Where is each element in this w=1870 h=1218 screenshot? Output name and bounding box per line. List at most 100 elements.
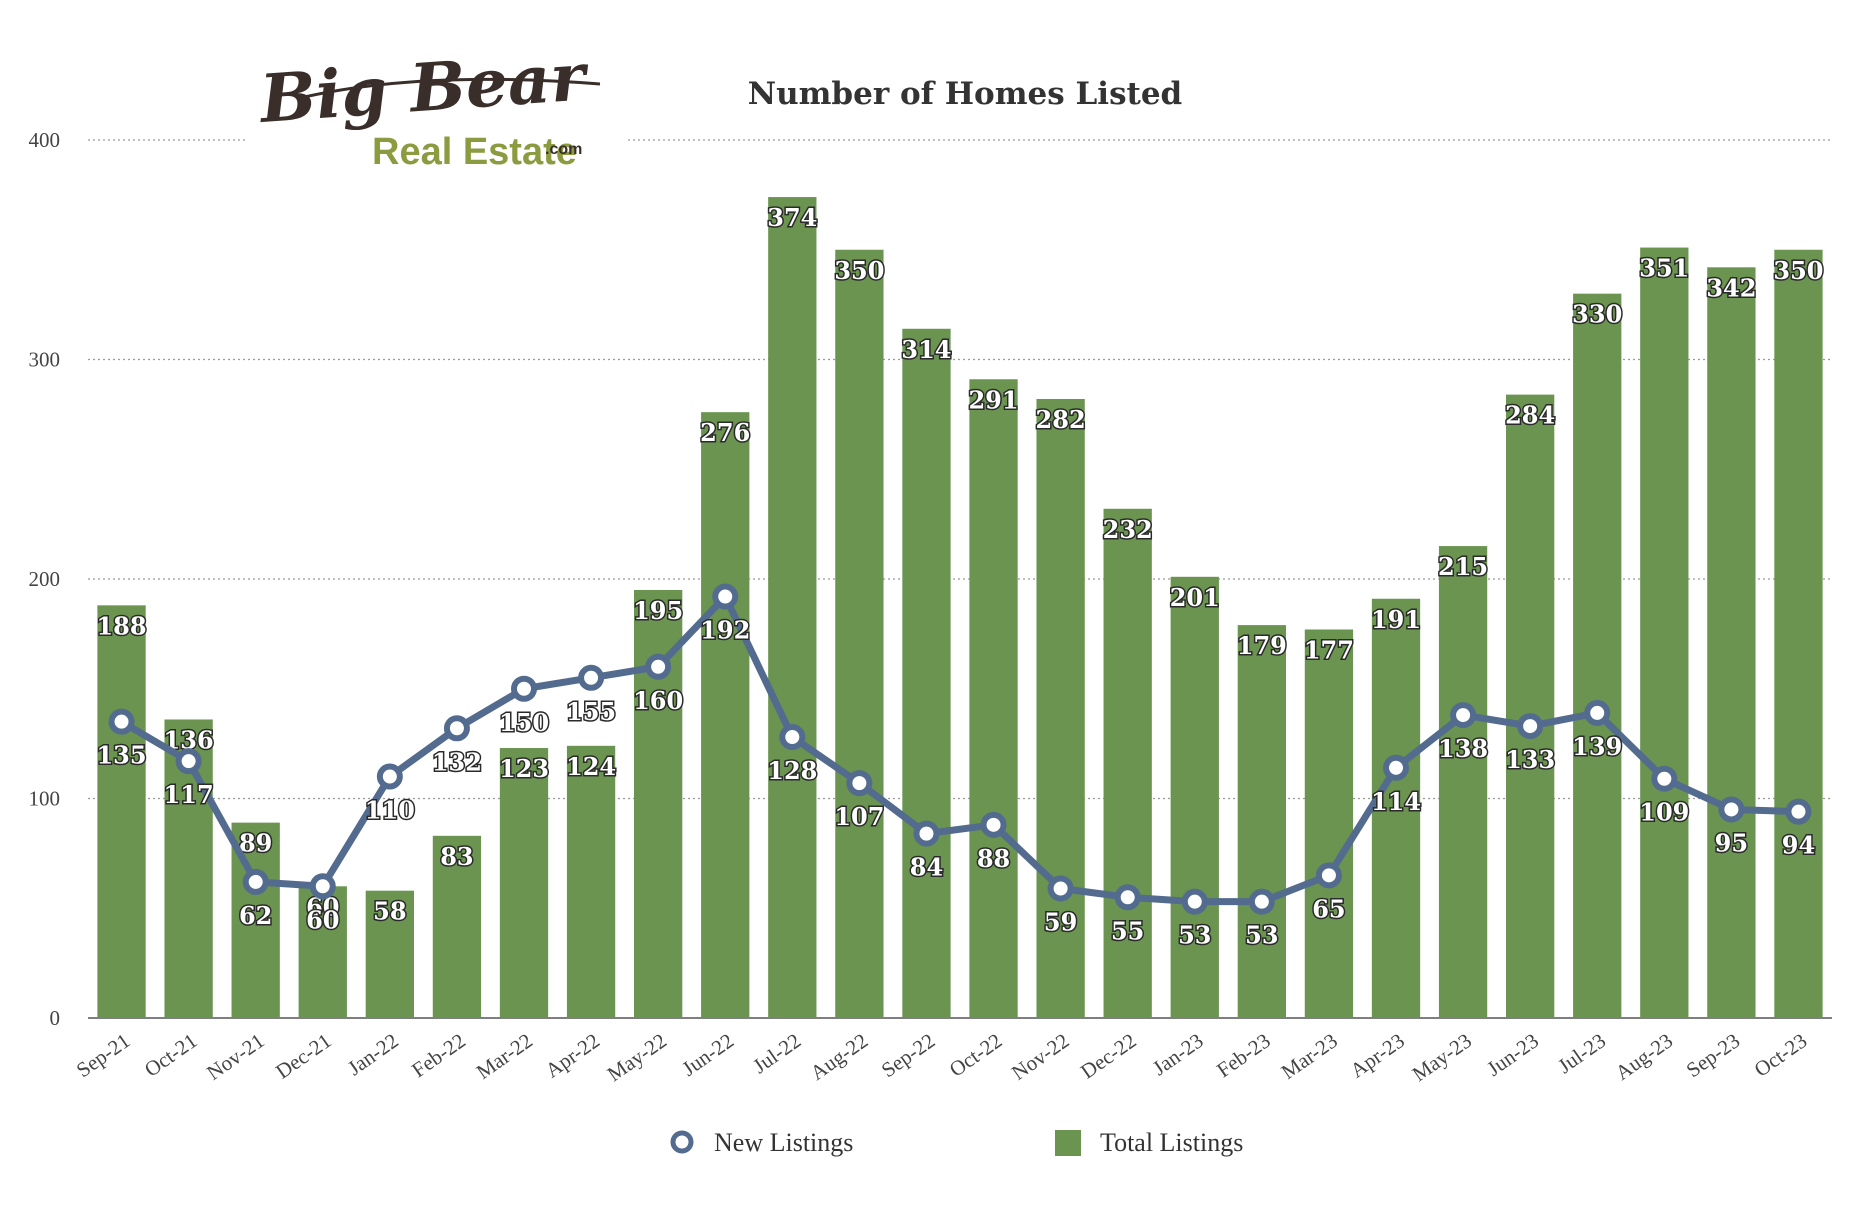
point-label-Sep-23: 95 bbox=[1715, 828, 1748, 857]
bar-Feb-22 bbox=[432, 835, 482, 1018]
point-label-Nov-21: 62 bbox=[239, 901, 272, 930]
point-Dec-21 bbox=[309, 873, 336, 900]
bar-Jul-23 bbox=[1573, 293, 1622, 1018]
point-Sep-23 bbox=[1718, 796, 1745, 823]
logo: Big Bear Real Estate .com bbox=[245, 37, 625, 180]
bar-label-May-22: 195 bbox=[633, 596, 683, 625]
point-May-23 bbox=[1450, 702, 1477, 729]
point-label-Jan-23: 53 bbox=[1178, 921, 1211, 950]
point-Mar-23 bbox=[1315, 862, 1342, 889]
point-Feb-23 bbox=[1248, 888, 1275, 915]
point-Apr-23 bbox=[1383, 754, 1409, 781]
bar-label-Jun-23: 284 bbox=[1505, 401, 1555, 430]
x-tick-label-May-22: May-22 bbox=[603, 1028, 671, 1086]
bar-Nov-22 bbox=[1036, 399, 1085, 1018]
x-tick-label-Sep-23: Sep-23 bbox=[1682, 1028, 1745, 1082]
x-tick-label-Sep-22: Sep-22 bbox=[877, 1028, 940, 1082]
x-tick-label-Apr-23: Apr-23 bbox=[1346, 1028, 1409, 1082]
bar-Mar-23 bbox=[1304, 629, 1354, 1018]
point-label-Jul-22: 128 bbox=[767, 756, 817, 785]
bar-label-Feb-23: 179 bbox=[1237, 631, 1287, 660]
point-Sep-21 bbox=[108, 708, 135, 735]
legend: New Listings Total Listings bbox=[670, 1128, 1243, 1157]
point-Aug-23 bbox=[1651, 765, 1678, 792]
bar-label-Nov-21: 89 bbox=[239, 829, 272, 858]
x-tick-label-Oct-22: Oct-22 bbox=[945, 1028, 1007, 1081]
legend-marker-new-listings bbox=[670, 1130, 694, 1154]
bar-Sep-21 bbox=[97, 605, 146, 1018]
gridlines bbox=[88, 139, 1832, 800]
bar-label-Apr-23: 191 bbox=[1371, 605, 1421, 634]
bar-label-Sep-23: 342 bbox=[1706, 273, 1756, 302]
point-label-May-22: 160 bbox=[633, 686, 683, 715]
point-Jan-22 bbox=[376, 763, 403, 790]
bar-label-Oct-22: 291 bbox=[968, 385, 1018, 414]
line-data-labels: 135 117 62 60 110 132 150 155 160 192 128 107 84 88 59… bbox=[95, 614, 1817, 951]
bar-Jun-23 bbox=[1506, 394, 1555, 1018]
point-label-Feb-22: 132 bbox=[432, 747, 482, 776]
point-Sep-22 bbox=[913, 820, 940, 847]
bar-Jun-22 bbox=[701, 412, 750, 1018]
bar-label-Jun-22: 276 bbox=[700, 418, 750, 447]
point-Oct-22 bbox=[980, 811, 1007, 838]
point-Mar-22 bbox=[511, 675, 537, 702]
point-label-Apr-23: 114 bbox=[1371, 787, 1421, 816]
point-label-Aug-22: 107 bbox=[834, 802, 884, 831]
bar-Oct-23 bbox=[1774, 249, 1823, 1018]
bar-Jan-23 bbox=[1170, 576, 1219, 1018]
point-label-Oct-21: 117 bbox=[164, 780, 214, 809]
point-Nov-21 bbox=[242, 868, 269, 895]
bar-Aug-23 bbox=[1640, 247, 1689, 1018]
bar-label-Jul-22: 374 bbox=[767, 203, 817, 232]
x-tick-label-Dec-21: Dec-21 bbox=[271, 1028, 335, 1083]
point-Jun-23 bbox=[1517, 713, 1544, 740]
point-May-22 bbox=[645, 653, 672, 680]
x-tick-label-Mar-23: Mar-23 bbox=[1277, 1028, 1342, 1084]
x-tick-label-Jun-22: Jun-22 bbox=[678, 1028, 739, 1080]
point-label-Dec-22: 55 bbox=[1111, 916, 1144, 945]
legend-label-new-listings: New Listings bbox=[714, 1128, 853, 1157]
bar-label-Jul-23: 330 bbox=[1572, 300, 1622, 329]
point-Dec-22 bbox=[1114, 884, 1141, 911]
point-label-Feb-23: 53 bbox=[1245, 921, 1278, 950]
point-label-Jan-22: 110 bbox=[365, 796, 415, 825]
x-tick-label-Apr-22: Apr-22 bbox=[541, 1028, 604, 1082]
point-Aug-22 bbox=[846, 770, 873, 797]
point-Oct-21 bbox=[175, 748, 202, 775]
point-label-Sep-21: 135 bbox=[96, 741, 146, 770]
bar-label-Apr-22: 124 bbox=[566, 752, 616, 781]
y-tick-label-200: 200 bbox=[29, 567, 61, 591]
bar-Jul-22 bbox=[768, 197, 817, 1018]
x-tick-label-Dec-22: Dec-22 bbox=[1076, 1028, 1140, 1083]
x-tick-label-Feb-22: Feb-22 bbox=[407, 1028, 470, 1082]
x-tick-label-May-23: May-23 bbox=[1408, 1028, 1476, 1086]
point-label-Nov-22: 59 bbox=[1044, 907, 1077, 936]
y-tick-label-100: 100 bbox=[29, 787, 61, 811]
point-label-May-23: 138 bbox=[1438, 734, 1488, 763]
bar-Aug-22 bbox=[835, 249, 884, 1018]
bar-Feb-23 bbox=[1237, 625, 1286, 1018]
bar-label-Sep-22: 314 bbox=[901, 335, 951, 364]
bar-label-Nov-22: 282 bbox=[1036, 405, 1086, 434]
point-Apr-22 bbox=[578, 664, 605, 691]
bar-label-Jan-22: 58 bbox=[373, 897, 406, 926]
point-label-Jun-23: 133 bbox=[1505, 745, 1555, 774]
bar-May-23 bbox=[1438, 546, 1488, 1018]
point-label-Jun-22: 192 bbox=[700, 616, 750, 645]
point-label-Aug-23: 109 bbox=[1639, 798, 1689, 827]
x-tick-label-Jul-22: Jul-22 bbox=[748, 1028, 805, 1078]
point-label-Oct-23: 94 bbox=[1782, 831, 1815, 860]
point-Oct-23 bbox=[1785, 798, 1812, 825]
x-tick-label-Oct-21: Oct-21 bbox=[140, 1028, 202, 1081]
bar-Sep-22 bbox=[902, 328, 951, 1018]
y-tick-label-300: 300 bbox=[29, 348, 61, 372]
point-label-Dec-21: 60 bbox=[306, 905, 339, 934]
bar-label-Mar-23: 177 bbox=[1304, 635, 1354, 664]
point-label-Sep-22: 84 bbox=[910, 853, 943, 882]
point-Feb-22 bbox=[443, 715, 470, 742]
x-tick-label-Feb-23: Feb-23 bbox=[1212, 1028, 1275, 1082]
legend-marker-total-listings bbox=[1055, 1130, 1081, 1156]
point-label-Apr-22: 155 bbox=[566, 697, 616, 726]
y-tick-label-0: 0 bbox=[50, 1006, 61, 1030]
